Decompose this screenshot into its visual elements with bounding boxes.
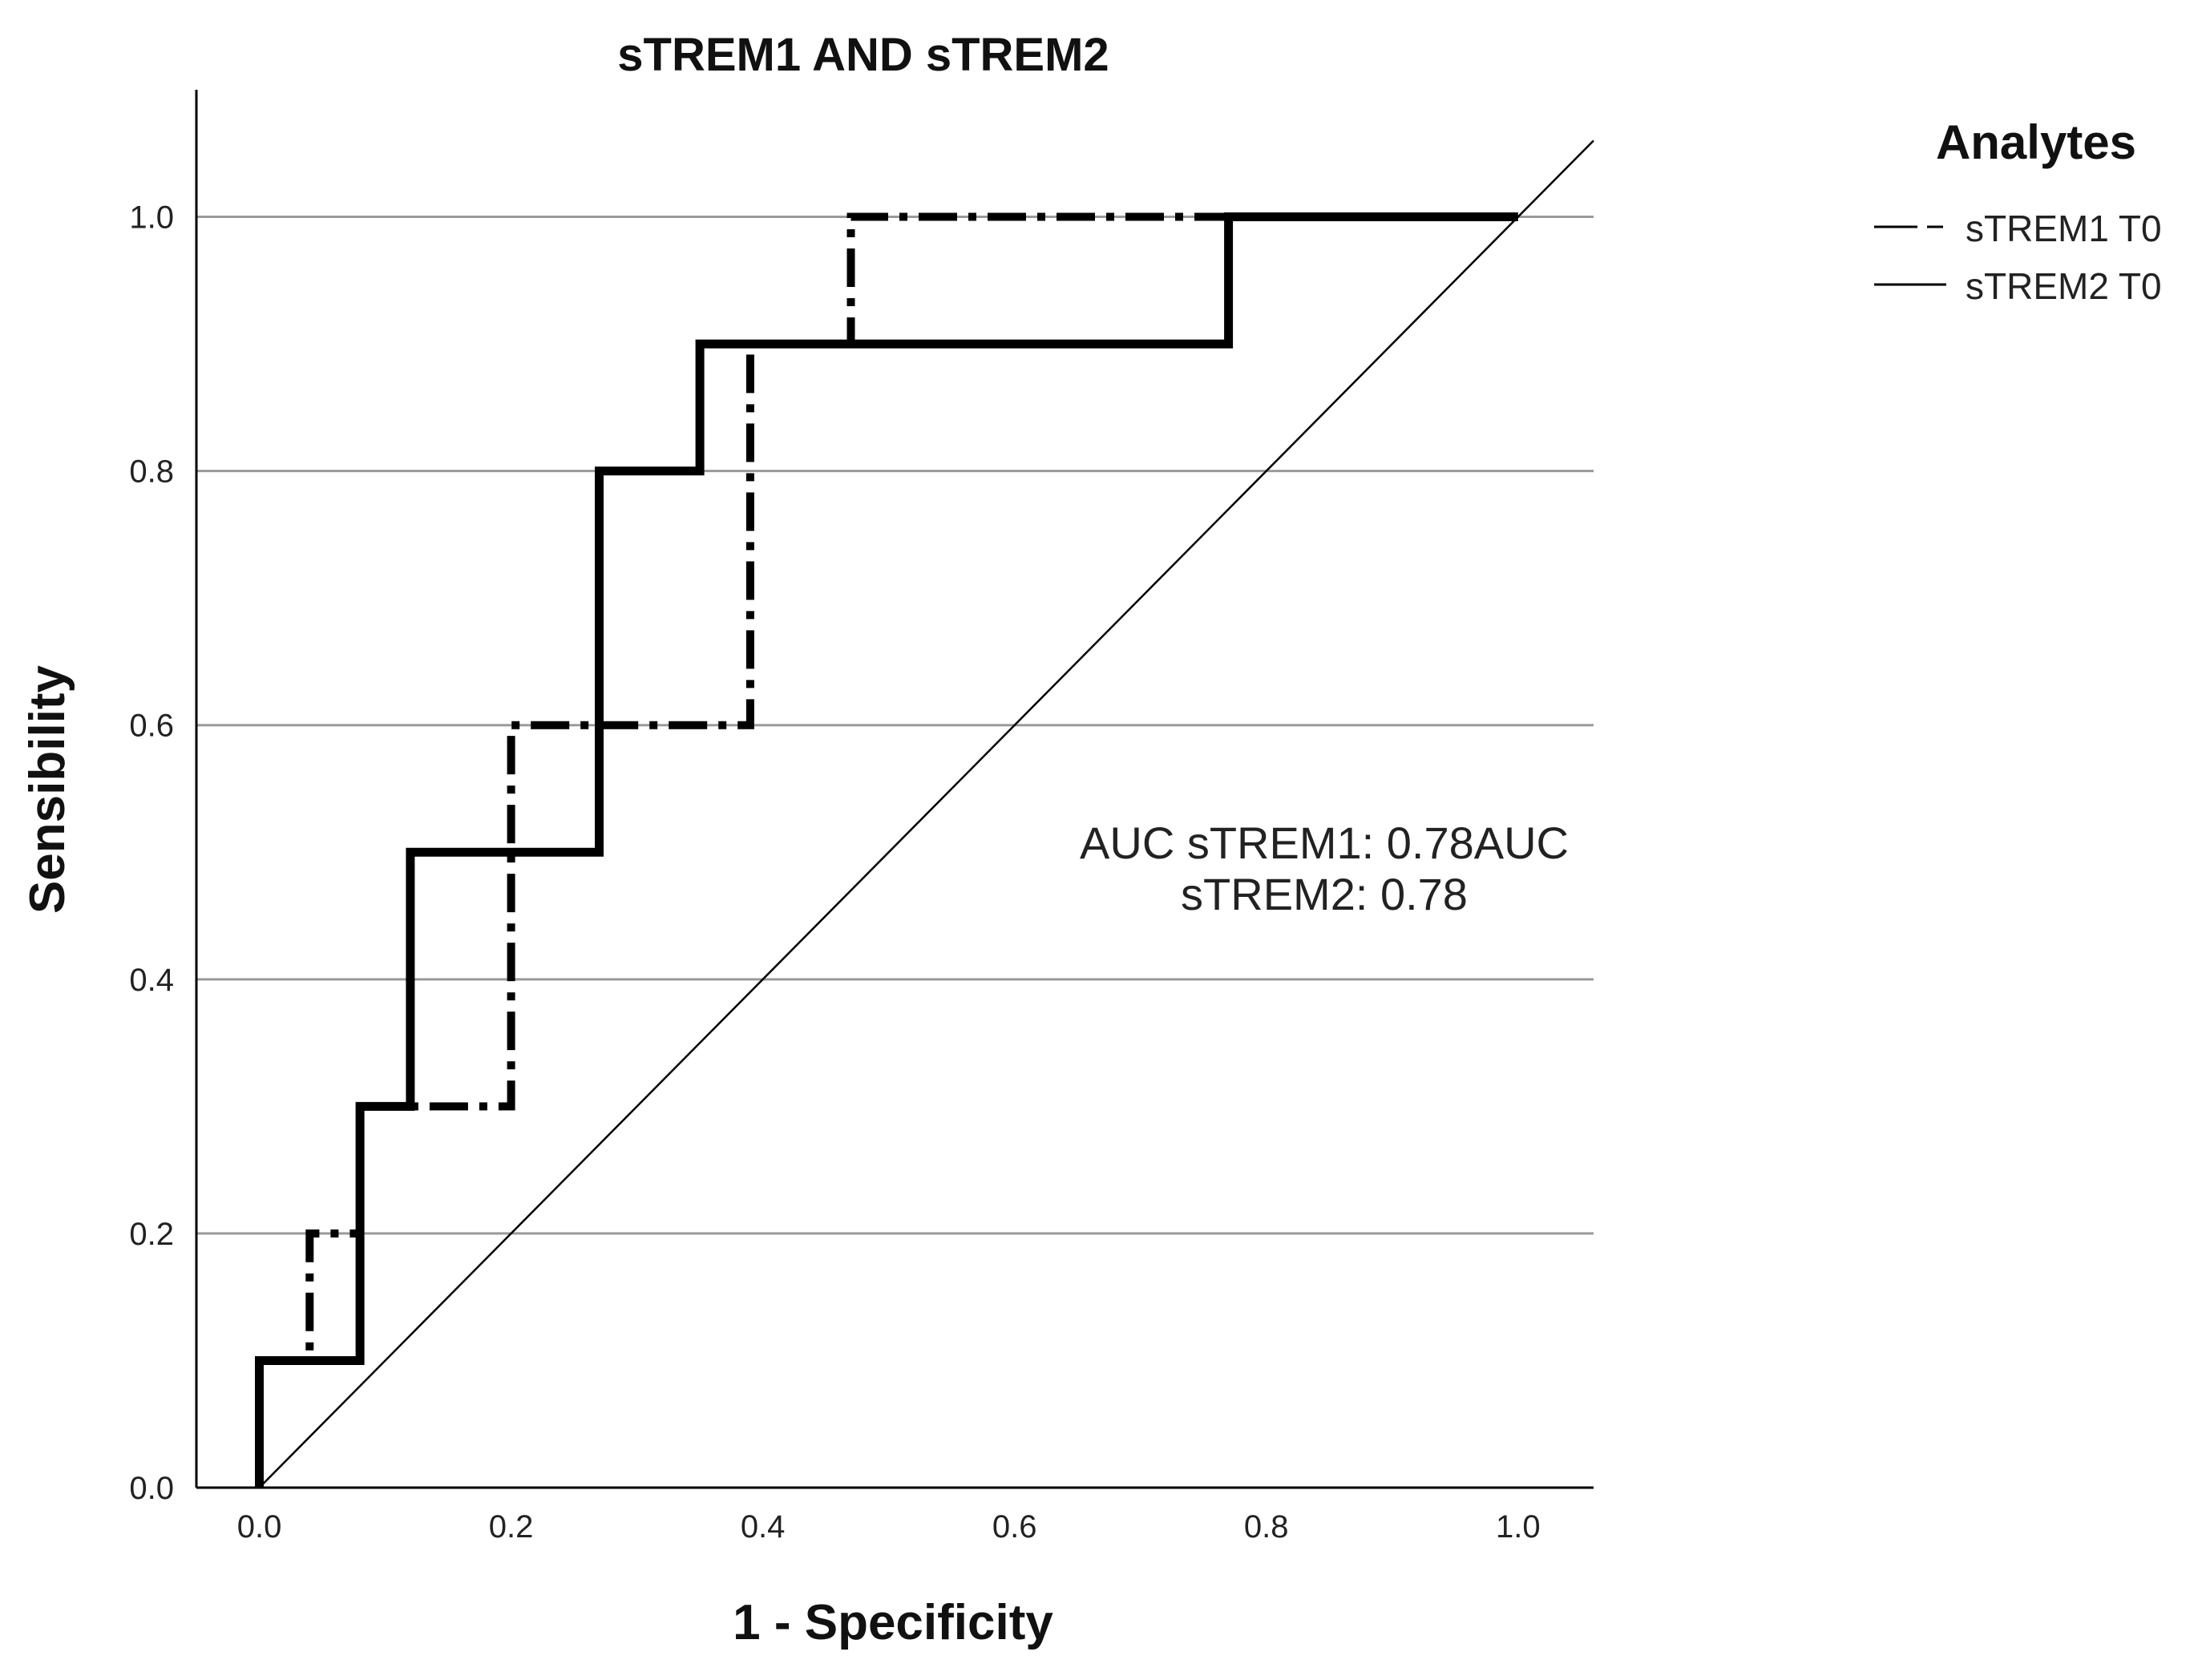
x-tick-label-0.8: 0.8 <box>1244 1509 1289 1545</box>
legend-label-strem2-t0: sTREM2 T0 <box>1966 265 2162 307</box>
y-tick-label-0.4: 0.4 <box>129 963 174 998</box>
y-axis-title: Sensibility <box>20 664 75 914</box>
y-tick-label-1.0: 1.0 <box>129 200 174 236</box>
x-axis-title: 1 - Specificity <box>733 1595 1053 1650</box>
y-tick-label-0.6: 0.6 <box>129 709 174 744</box>
reference-line-layer <box>258 139 1594 1488</box>
y-tick-label-0.8: 0.8 <box>129 454 174 490</box>
x-tick-label-0.0: 0.0 <box>237 1509 282 1545</box>
series-line-strem2-t0 <box>255 212 1518 1488</box>
gridlines <box>196 216 1594 1235</box>
tick-labels: 0.0 0.2 0.4 0.6 0.8 1.0 0.0 0.2 0.4 0.6 0.8 1.0 <box>129 200 1540 1545</box>
axes <box>195 90 1594 1489</box>
y-tick-label-0.2: 0.2 <box>129 1217 174 1252</box>
y-tick-label-0.0: 0.0 <box>129 1471 174 1506</box>
x-tick-label-0.6: 0.6 <box>992 1509 1037 1545</box>
auc-annotation-line-1: AUC sTREM1: 0.78AUC <box>1080 818 1569 868</box>
reference-diagonal-line <box>258 139 1594 1488</box>
chart-title: sTREM1 AND sTREM2 <box>617 29 1109 81</box>
x-tick-label-0.4: 0.4 <box>741 1509 786 1545</box>
legend-title: Analytes <box>1936 115 2136 169</box>
series-layer <box>255 212 1518 1488</box>
x-tick-label-1.0: 1.0 <box>1496 1509 1541 1545</box>
legend: Analytes sTREM1 T0 sTREM2 T0 <box>1874 115 2162 307</box>
auc-annotation-line-2: sTREM2: 0.78 <box>1181 869 1468 919</box>
legend-label-strem1-t0: sTREM1 T0 <box>1966 208 2162 249</box>
x-tick-label-0.2: 0.2 <box>489 1509 534 1545</box>
